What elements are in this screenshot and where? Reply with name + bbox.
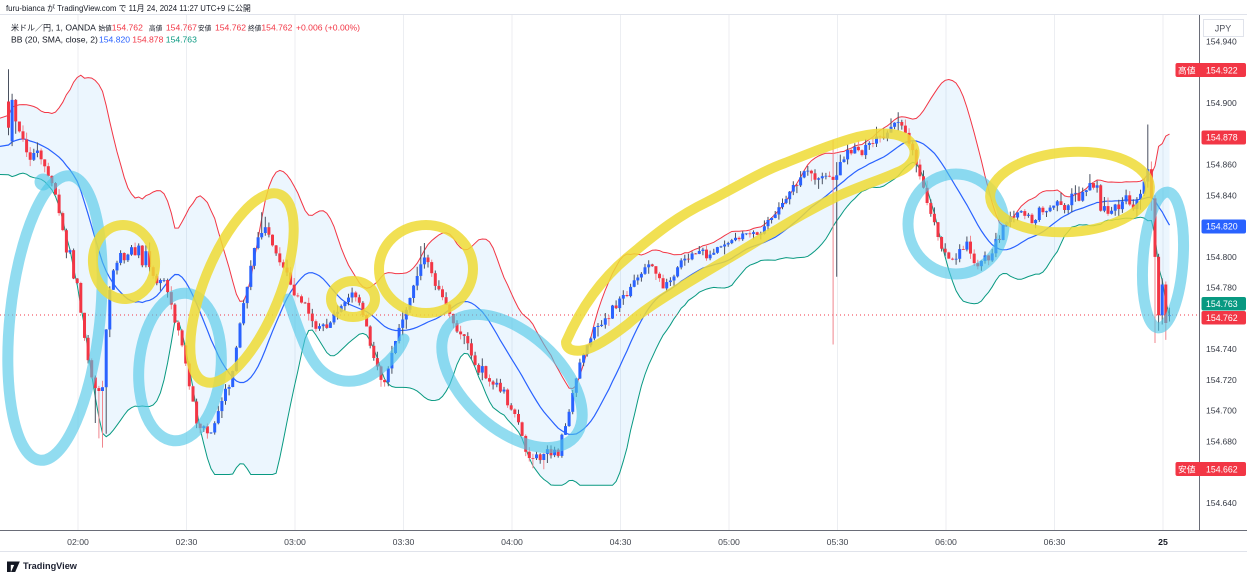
svg-text:JPY: JPY bbox=[1215, 24, 1232, 34]
svg-text:06:00: 06:00 bbox=[935, 537, 957, 547]
svg-text:05:00: 05:00 bbox=[718, 537, 740, 547]
svg-text:米ドル／円, 1, OANDA: 米ドル／円, 1, OANDA bbox=[11, 23, 96, 33]
svg-text:始値: 始値 bbox=[99, 24, 113, 33]
svg-text:04:30: 04:30 bbox=[610, 537, 632, 547]
svg-text:03:00: 03:00 bbox=[284, 537, 306, 547]
svg-text:154.640: 154.640 bbox=[1206, 498, 1237, 508]
svg-text:154.820: 154.820 bbox=[1206, 222, 1238, 232]
svg-text:154.763: 154.763 bbox=[166, 35, 197, 45]
svg-text:TradingView: TradingView bbox=[23, 561, 78, 571]
svg-text:154.860: 154.860 bbox=[1206, 160, 1237, 170]
svg-text:154.780: 154.780 bbox=[1206, 283, 1237, 293]
svg-text:154.922: 154.922 bbox=[1206, 66, 1238, 76]
svg-text:154.662: 154.662 bbox=[1206, 465, 1238, 475]
svg-text:154.767: 154.767 bbox=[166, 23, 197, 33]
svg-text:154.720: 154.720 bbox=[1206, 375, 1237, 385]
svg-text:154.762: 154.762 bbox=[215, 23, 246, 33]
svg-text:154.900: 154.900 bbox=[1206, 98, 1237, 108]
svg-text:154.700: 154.700 bbox=[1206, 406, 1237, 416]
svg-text:154.940: 154.940 bbox=[1206, 37, 1237, 47]
svg-text:02:00: 02:00 bbox=[67, 537, 89, 547]
svg-text:154.878: 154.878 bbox=[1206, 133, 1238, 143]
svg-text:02:30: 02:30 bbox=[176, 537, 198, 547]
svg-text:03:30: 03:30 bbox=[393, 537, 415, 547]
svg-text:高値: 高値 bbox=[1178, 65, 1196, 76]
svg-text:154.762: 154.762 bbox=[112, 23, 143, 33]
svg-text:154.878: 154.878 bbox=[132, 35, 163, 45]
svg-text:05:30: 05:30 bbox=[827, 537, 849, 547]
svg-text:安値: 安値 bbox=[198, 24, 212, 33]
svg-text:furu-bianca が TradingView.com: furu-bianca が TradingView.com で 11月 24, … bbox=[6, 3, 251, 13]
svg-text:04:00: 04:00 bbox=[501, 537, 523, 547]
svg-text:154.840: 154.840 bbox=[1206, 190, 1237, 200]
svg-text:154.680: 154.680 bbox=[1206, 437, 1237, 447]
svg-text:高値: 高値 bbox=[149, 24, 163, 33]
svg-text:154.820: 154.820 bbox=[99, 35, 130, 45]
svg-text:154.763: 154.763 bbox=[1206, 299, 1238, 309]
svg-text:安値: 安値 bbox=[1178, 464, 1196, 475]
svg-text:25: 25 bbox=[1158, 537, 1168, 547]
svg-text:06:30: 06:30 bbox=[1044, 537, 1066, 547]
svg-text:154.762: 154.762 bbox=[1206, 313, 1238, 323]
svg-text:終値: 終値 bbox=[248, 24, 262, 33]
svg-text:154.740: 154.740 bbox=[1206, 344, 1237, 354]
svg-text:BB (20, SMA, close, 2): BB (20, SMA, close, 2) bbox=[11, 35, 98, 45]
svg-text:154.762: 154.762 bbox=[261, 23, 292, 33]
svg-text:+0.006 (+0.00%): +0.006 (+0.00%) bbox=[296, 23, 360, 33]
svg-text:154.800: 154.800 bbox=[1206, 252, 1237, 262]
